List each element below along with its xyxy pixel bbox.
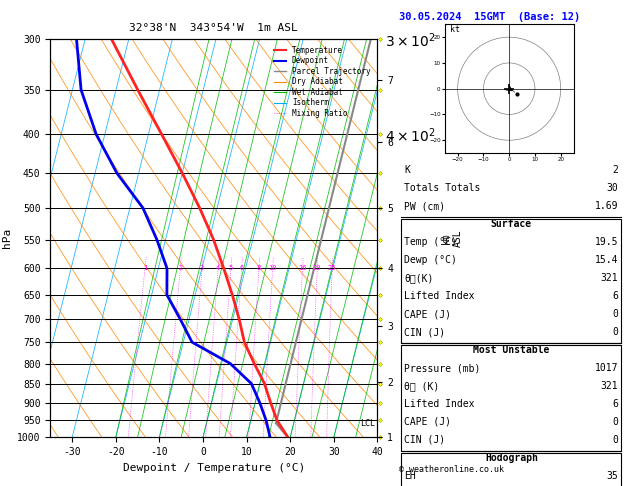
Text: Pressure (mb): Pressure (mb) — [404, 363, 481, 373]
Text: Dewp (°C): Dewp (°C) — [404, 255, 457, 265]
Text: 2: 2 — [613, 165, 618, 175]
Title: 32°38'N  343°54'W  1m ASL: 32°38'N 343°54'W 1m ASL — [130, 22, 298, 33]
Text: kt: kt — [450, 25, 460, 34]
Text: Totals Totals: Totals Totals — [404, 183, 481, 193]
Text: 30.05.2024  15GMT  (Base: 12): 30.05.2024 15GMT (Base: 12) — [399, 12, 581, 22]
Text: Hodograph: Hodograph — [485, 453, 538, 463]
Text: Lifted Index: Lifted Index — [404, 291, 475, 301]
Text: 15.4: 15.4 — [595, 255, 618, 265]
Text: Lifted Index: Lifted Index — [404, 399, 475, 409]
Text: 0: 0 — [613, 309, 618, 319]
Text: 1017: 1017 — [595, 363, 618, 373]
Text: 25: 25 — [328, 265, 337, 271]
Text: 8: 8 — [257, 265, 261, 271]
Text: 1: 1 — [143, 265, 147, 271]
Text: CAPE (J): CAPE (J) — [404, 417, 452, 427]
Text: LCL: LCL — [360, 419, 376, 428]
Text: 321: 321 — [601, 273, 618, 283]
Text: CIN (J): CIN (J) — [404, 435, 445, 445]
Text: θᴇ (K): θᴇ (K) — [404, 381, 440, 391]
Text: Most Unstable: Most Unstable — [473, 345, 550, 355]
Text: 6: 6 — [240, 265, 244, 271]
Text: 0: 0 — [613, 327, 618, 337]
Text: 16: 16 — [298, 265, 307, 271]
Text: 5: 5 — [229, 265, 233, 271]
Text: 4: 4 — [216, 265, 220, 271]
Text: θᴇ(K): θᴇ(K) — [404, 273, 434, 283]
Text: EH: EH — [404, 471, 416, 481]
Text: 6: 6 — [613, 399, 618, 409]
Text: 2: 2 — [178, 265, 182, 271]
Text: 321: 321 — [601, 381, 618, 391]
Text: 30: 30 — [606, 183, 618, 193]
Text: © weatheronline.co.uk: © weatheronline.co.uk — [399, 465, 504, 474]
Text: CIN (J): CIN (J) — [404, 327, 445, 337]
Text: 1.69: 1.69 — [595, 201, 618, 211]
Text: Temp (°C): Temp (°C) — [404, 237, 457, 247]
Text: PW (cm): PW (cm) — [404, 201, 445, 211]
Text: CAPE (J): CAPE (J) — [404, 309, 452, 319]
Text: 19.5: 19.5 — [595, 237, 618, 247]
Text: 20: 20 — [313, 265, 321, 271]
Text: 0: 0 — [613, 417, 618, 427]
Text: 3: 3 — [200, 265, 204, 271]
Text: 10: 10 — [269, 265, 277, 271]
Text: Surface: Surface — [491, 219, 532, 229]
Text: 35: 35 — [606, 471, 618, 481]
Text: 6: 6 — [613, 291, 618, 301]
Y-axis label: km
ASL: km ASL — [442, 229, 463, 247]
Legend: Temperature, Dewpoint, Parcel Trajectory, Dry Adiabat, Wet Adiabat, Isotherm, Mi: Temperature, Dewpoint, Parcel Trajectory… — [271, 43, 374, 121]
Text: K: K — [404, 165, 410, 175]
Text: 0: 0 — [613, 435, 618, 445]
X-axis label: Dewpoint / Temperature (°C): Dewpoint / Temperature (°C) — [123, 463, 305, 473]
Y-axis label: hPa: hPa — [1, 228, 11, 248]
